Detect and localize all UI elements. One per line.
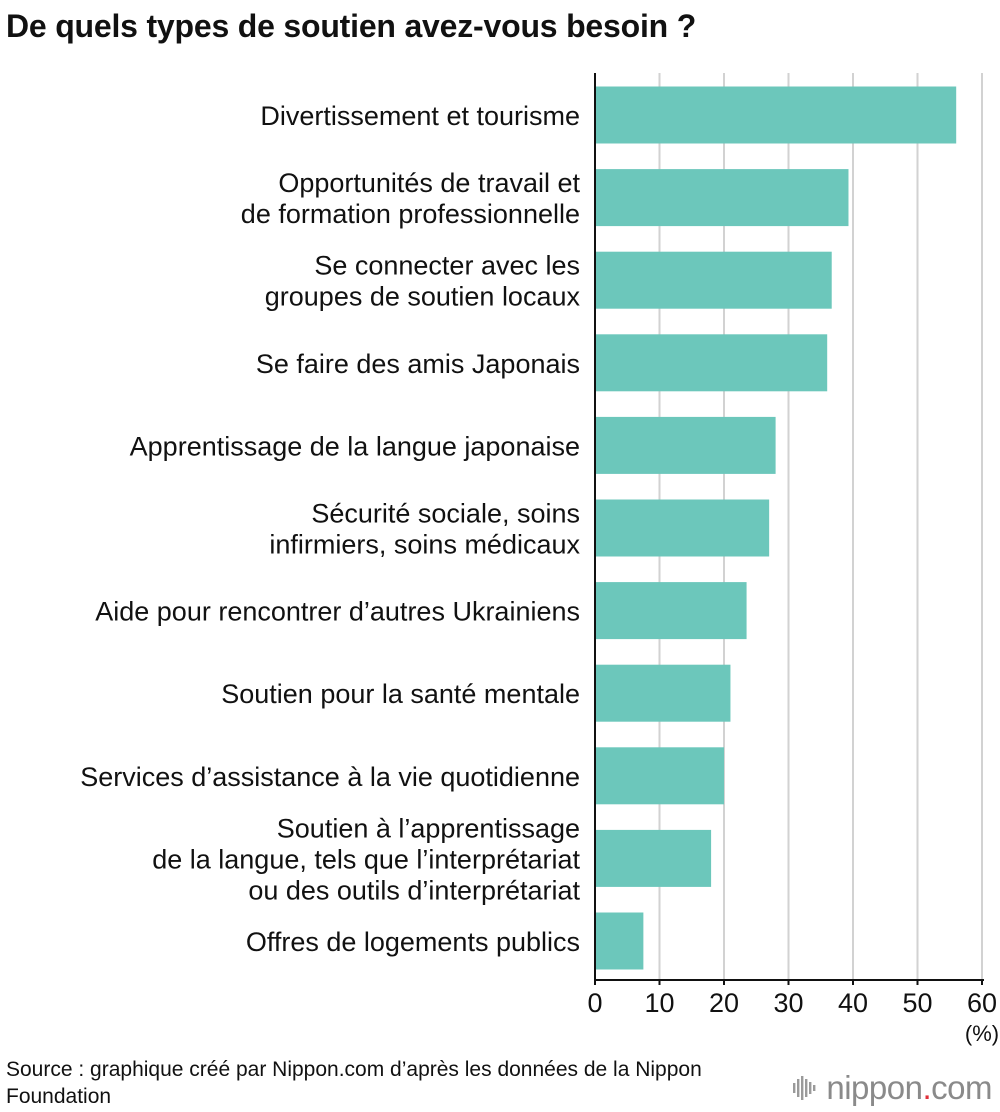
bar-6 bbox=[595, 499, 770, 557]
logo-dot: . bbox=[922, 1069, 932, 1106]
x-tick-label-20: 20 bbox=[709, 988, 739, 1018]
bar-5 bbox=[595, 416, 776, 474]
category-label-line: Opportunités de travail et bbox=[278, 168, 580, 198]
bars bbox=[595, 86, 957, 970]
category-label-line: Divertissement et tourisme bbox=[260, 101, 580, 131]
x-axis-unit-label: (%) bbox=[965, 1021, 999, 1046]
category-label-6: Sécurité sociale, soins infirmiers, soins… bbox=[269, 499, 580, 560]
category-label-line: groupes de soutien locaux bbox=[265, 282, 581, 312]
logo-suffix: com bbox=[931, 1069, 992, 1106]
category-label-2: Opportunités de travail et de formation p… bbox=[241, 168, 581, 229]
x-tick-label-10: 10 bbox=[644, 988, 674, 1018]
category-labels: Divertissement et tourisme Opportunités d… bbox=[80, 101, 580, 957]
category-label-4: Se faire des amis Japonais bbox=[256, 349, 580, 379]
x-tick-label-30: 30 bbox=[773, 988, 803, 1018]
bar-11 bbox=[595, 912, 644, 970]
nippon-logo: nippon. com bbox=[792, 1068, 992, 1108]
logo-name: nippon bbox=[826, 1069, 923, 1106]
category-label-1: Divertissement et tourisme bbox=[260, 101, 580, 131]
bar-chart: Divertissement et tourisme Opportunités d… bbox=[80, 73, 999, 1046]
category-label-line: Soutien à l’apprentissage bbox=[277, 813, 580, 843]
source-note: Source : graphique créé par Nippon.com d… bbox=[6, 1058, 702, 1108]
bar-4 bbox=[595, 334, 828, 392]
category-label-line: Apprentissage de la langue japonaise bbox=[130, 431, 580, 461]
category-label-9: Services d’assistance à la vie quotidien… bbox=[80, 762, 580, 792]
sound-wave-icon bbox=[792, 1074, 818, 1102]
category-label-11: Offres de logements publics bbox=[246, 927, 580, 957]
category-label-line: Se connecter avec les bbox=[314, 251, 580, 281]
category-label-line: Soutien pour la santé mentale bbox=[221, 679, 580, 709]
bar-1 bbox=[595, 86, 957, 144]
x-tick-label-50: 50 bbox=[902, 988, 932, 1018]
bar-10 bbox=[595, 829, 712, 887]
axes: 0 10 20 30 40 50 60 (%) bbox=[587, 73, 999, 1046]
category-label-3: Se connecter avec les groupes de soutien … bbox=[265, 251, 581, 312]
category-label-5: Apprentissage de la langue japonaise bbox=[130, 431, 580, 461]
category-label-line: de la langue, tels que l’interprétariat bbox=[152, 844, 580, 874]
category-label-line: Offres de logements publics bbox=[246, 927, 580, 957]
bar-2 bbox=[595, 169, 849, 227]
category-label-line: de formation professionnelle bbox=[241, 199, 580, 229]
bar-9 bbox=[595, 747, 724, 805]
x-tick-label-40: 40 bbox=[838, 988, 868, 1018]
x-tick-label-0: 0 bbox=[587, 988, 602, 1018]
category-label-line: Services d’assistance à la vie quotidien… bbox=[80, 762, 580, 792]
category-label-line: ou des outils d’interprétariat bbox=[248, 875, 580, 905]
category-label-line: Aide pour rencontrer d’autres Ukrainiens bbox=[95, 597, 580, 627]
bar-7 bbox=[595, 582, 747, 640]
category-label-line: Se faire des amis Japonais bbox=[256, 349, 580, 379]
category-label-line: Sécurité sociale, soins bbox=[311, 499, 580, 529]
bar-3 bbox=[595, 251, 832, 309]
bar-8 bbox=[595, 664, 731, 722]
category-label-7: Aide pour rencontrer d’autres Ukrainiens bbox=[95, 597, 580, 627]
category-label-line: infirmiers, soins médicaux bbox=[269, 530, 580, 560]
chart-title: De quels types de soutien avez-vous beso… bbox=[6, 8, 697, 44]
category-label-10: Soutien à l’apprentissage de la langue, t… bbox=[152, 813, 580, 905]
x-tick-label-60: 60 bbox=[967, 988, 997, 1018]
category-label-8: Soutien pour la santé mentale bbox=[221, 679, 580, 709]
